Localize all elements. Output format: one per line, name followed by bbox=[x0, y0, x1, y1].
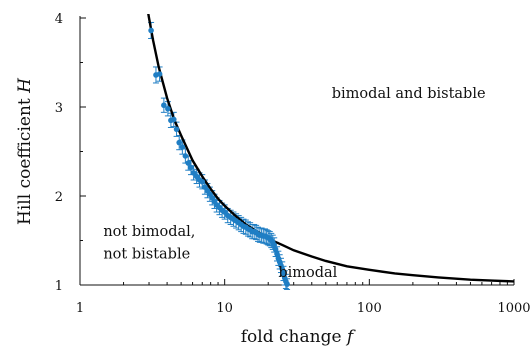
data-point bbox=[272, 246, 279, 253]
data-point bbox=[284, 281, 290, 287]
data-point bbox=[173, 126, 180, 133]
y-tick-label: 2 bbox=[55, 190, 63, 205]
data-point bbox=[179, 144, 186, 150]
x-tick-label: 100 bbox=[357, 301, 382, 316]
x-axis-label: fold change f bbox=[241, 327, 356, 347]
y-axis-label-var: H bbox=[15, 77, 35, 94]
plot-area bbox=[147, 14, 514, 290]
region-labels: bimodal and bistable not bimodal, not bist… bbox=[103, 86, 485, 281]
data-point bbox=[280, 270, 287, 277]
y-ticks: 1 2 3 4 bbox=[55, 12, 86, 294]
data-point bbox=[185, 160, 192, 166]
x-axis-label-text: fold change bbox=[241, 327, 342, 347]
data-point bbox=[188, 164, 194, 171]
x-tick-label: 1000 bbox=[497, 301, 530, 316]
y-axis-label: Hill coefficient H bbox=[15, 77, 35, 225]
data-point bbox=[271, 242, 278, 248]
y-tick-label: 1 bbox=[55, 279, 63, 294]
data-point bbox=[274, 251, 280, 257]
x-tick-label: 10 bbox=[216, 301, 233, 316]
data-point bbox=[199, 178, 206, 185]
data-point bbox=[161, 102, 167, 109]
region-label: bimodal bbox=[278, 265, 337, 281]
region-label: not bistable bbox=[103, 246, 190, 262]
y-axis-label-text: Hill coefficient bbox=[15, 98, 35, 225]
y-tick-label: 4 bbox=[55, 12, 63, 27]
region-label: not bimodal, bbox=[103, 224, 195, 240]
data-point bbox=[279, 266, 286, 272]
data-points bbox=[148, 27, 290, 287]
x-tick-label: 1 bbox=[76, 301, 84, 316]
x-ticks: 1 10 100 1000 bbox=[76, 279, 530, 316]
data-point bbox=[170, 116, 177, 123]
data-point bbox=[148, 27, 154, 34]
data-point bbox=[176, 139, 183, 146]
data-point bbox=[182, 153, 189, 159]
data-point bbox=[165, 105, 171, 112]
axes bbox=[79, 16, 514, 286]
data-point bbox=[156, 71, 163, 77]
boundary-curve bbox=[147, 14, 514, 283]
y-tick-label: 3 bbox=[55, 101, 63, 116]
x-axis-label-var: f bbox=[345, 327, 356, 347]
region-label: bimodal and bistable bbox=[332, 86, 486, 102]
